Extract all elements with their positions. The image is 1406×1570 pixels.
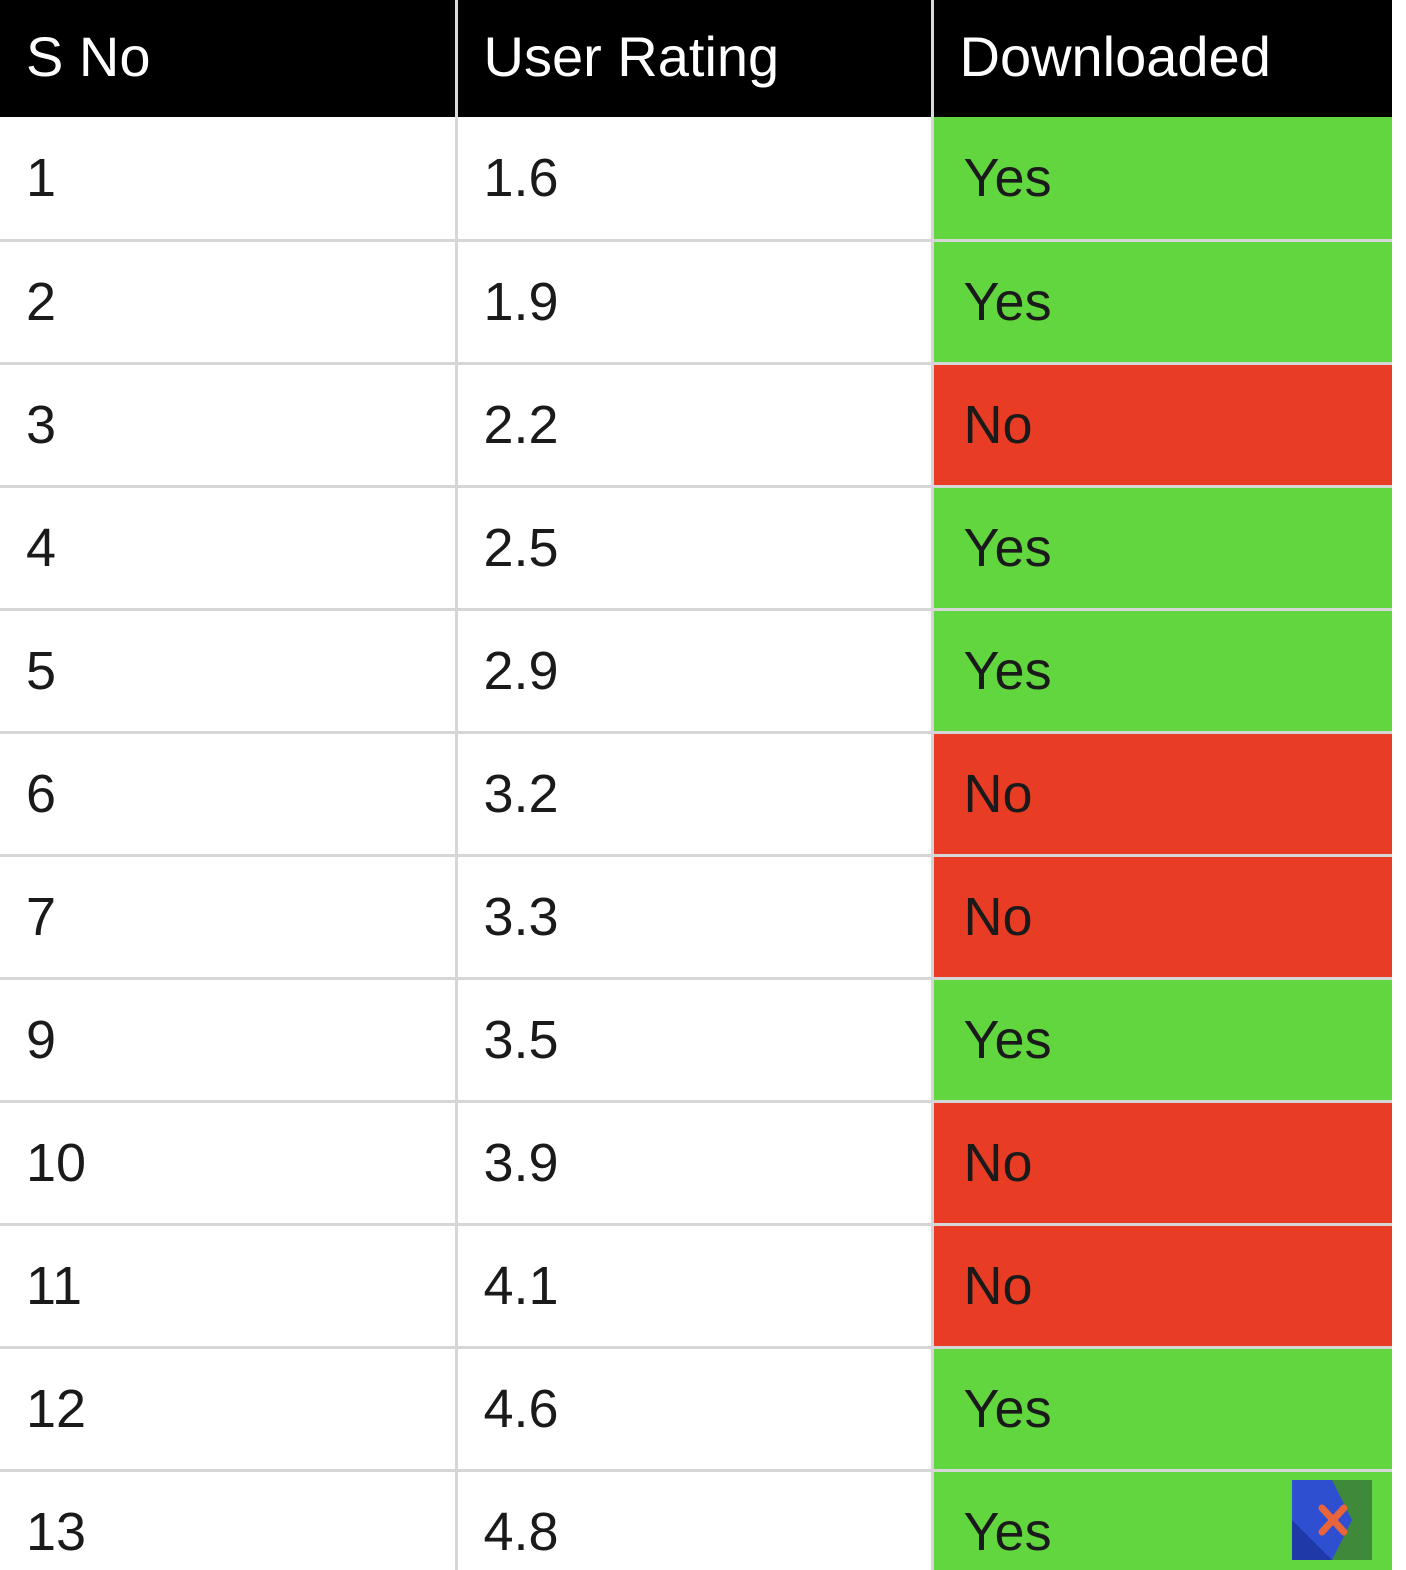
cell-sno: 4	[0, 486, 458, 611]
cell-sno: 3	[0, 363, 458, 488]
table-row: 7 3.3 No	[0, 855, 1392, 980]
brand-logo-icon	[1292, 1480, 1372, 1560]
cell-user-rating: 3.2	[456, 732, 934, 857]
cell-sno: 13	[0, 1470, 458, 1570]
cell-downloaded-no: No	[932, 1224, 1392, 1349]
cell-sno: 11	[0, 1224, 458, 1349]
cell-downloaded-no: No	[932, 732, 1392, 857]
table-row: 13 4.8 Yes	[0, 1470, 1392, 1570]
cell-downloaded-yes: Yes	[932, 486, 1392, 611]
cell-sno: 7	[0, 855, 458, 980]
cell-user-rating: 1.9	[456, 240, 934, 365]
table-row: 6 3.2 No	[0, 732, 1392, 857]
cell-downloaded-no: No	[932, 363, 1392, 488]
header-row: S No User Rating Downloaded	[0, 0, 1392, 117]
cell-sno: 5	[0, 609, 458, 734]
table-row: 10 3.9 No	[0, 1101, 1392, 1226]
table-row: 9 3.5 Yes	[0, 978, 1392, 1103]
cell-sno: 12	[0, 1347, 458, 1472]
cell-user-rating: 4.1	[456, 1224, 934, 1349]
cell-downloaded-yes: Yes	[932, 978, 1392, 1103]
cell-downloaded-yes: Yes	[932, 609, 1392, 734]
cell-user-rating: 4.8	[456, 1470, 934, 1570]
cell-sno: 10	[0, 1101, 458, 1226]
table-body: 1 1.6 Yes 2 1.9 Yes 3 2.2 No 4 2.5 Yes 5 2.9 Yes 6 3.2 No…	[0, 117, 1392, 1570]
cell-user-rating: 2.5	[456, 486, 934, 611]
cell-sno: 2	[0, 240, 458, 365]
column-header-sno: S No	[0, 0, 458, 117]
cell-user-rating: 2.9	[456, 609, 934, 734]
cell-user-rating: 1.6	[456, 117, 934, 242]
table-row: 5 2.9 Yes	[0, 609, 1392, 734]
table-row: 2 1.9 Yes	[0, 240, 1392, 365]
cell-user-rating: 2.2	[456, 363, 934, 488]
table-row: 3 2.2 No	[0, 363, 1392, 488]
cell-user-rating: 4.6	[456, 1347, 934, 1472]
cell-downloaded-no: No	[932, 855, 1392, 980]
table-row: 1 1.6 Yes	[0, 117, 1392, 242]
cell-sno: 9	[0, 978, 458, 1103]
cell-downloaded-no: No	[932, 1101, 1392, 1226]
column-header-user-rating: User Rating	[456, 0, 934, 117]
cell-downloaded-yes: Yes	[932, 1347, 1392, 1472]
cell-sno: 6	[0, 732, 458, 857]
table-header: S No User Rating Downloaded	[0, 0, 1392, 117]
cell-downloaded-yes: Yes	[932, 117, 1392, 242]
cell-user-rating: 3.9	[456, 1101, 934, 1226]
table-row: 12 4.6 Yes	[0, 1347, 1392, 1472]
cell-downloaded-yes: Yes	[932, 240, 1392, 365]
table-row: 11 4.1 No	[0, 1224, 1392, 1349]
column-header-downloaded: Downloaded	[932, 0, 1392, 117]
cell-user-rating: 3.3	[456, 855, 934, 980]
cell-sno: 1	[0, 117, 458, 242]
table-row: 4 2.5 Yes	[0, 486, 1392, 611]
cell-user-rating: 3.5	[456, 978, 934, 1103]
